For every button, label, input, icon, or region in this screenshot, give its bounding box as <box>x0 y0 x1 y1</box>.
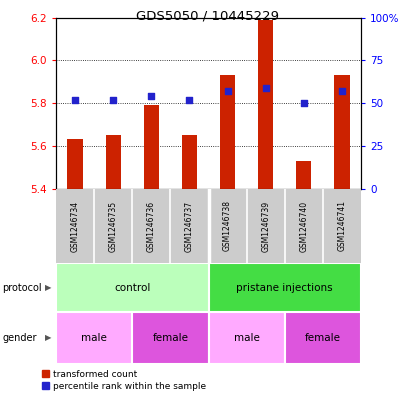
Text: GSM1246736: GSM1246736 <box>147 200 156 252</box>
Text: control: control <box>114 283 151 293</box>
Bar <box>209 312 285 364</box>
Text: gender: gender <box>2 333 37 343</box>
Text: GSM1246735: GSM1246735 <box>109 200 118 252</box>
Text: GSM1246738: GSM1246738 <box>223 200 232 252</box>
Text: female: female <box>152 333 188 343</box>
Text: ▶: ▶ <box>45 334 52 342</box>
Bar <box>285 312 361 364</box>
Point <box>148 93 155 99</box>
Text: GDS5050 / 10445229: GDS5050 / 10445229 <box>136 10 279 23</box>
Point <box>110 97 117 103</box>
Bar <box>68 140 83 189</box>
Bar <box>105 135 121 189</box>
Bar <box>144 105 159 189</box>
Point <box>224 88 231 94</box>
Text: GSM1246737: GSM1246737 <box>185 200 194 252</box>
Bar <box>258 20 273 189</box>
Bar <box>56 263 209 312</box>
Point <box>339 88 345 94</box>
Point <box>262 84 269 91</box>
Text: ▶: ▶ <box>45 283 52 292</box>
Text: GSM1246739: GSM1246739 <box>261 200 270 252</box>
Bar <box>334 75 349 189</box>
Bar <box>296 161 312 189</box>
Text: GSM1246741: GSM1246741 <box>337 200 347 252</box>
Text: pristane injections: pristane injections <box>237 283 333 293</box>
Bar <box>182 135 197 189</box>
Bar <box>132 312 209 364</box>
Text: female: female <box>305 333 341 343</box>
Bar <box>56 312 132 364</box>
Point <box>72 97 78 103</box>
Bar <box>209 263 361 312</box>
Point <box>300 100 307 106</box>
Text: GSM1246734: GSM1246734 <box>71 200 80 252</box>
Text: male: male <box>81 333 107 343</box>
Text: protocol: protocol <box>2 283 42 293</box>
Bar <box>220 75 235 189</box>
Legend: transformed count, percentile rank within the sample: transformed count, percentile rank withi… <box>40 368 208 392</box>
Text: GSM1246740: GSM1246740 <box>299 200 308 252</box>
Text: male: male <box>234 333 260 343</box>
Point <box>186 97 193 103</box>
